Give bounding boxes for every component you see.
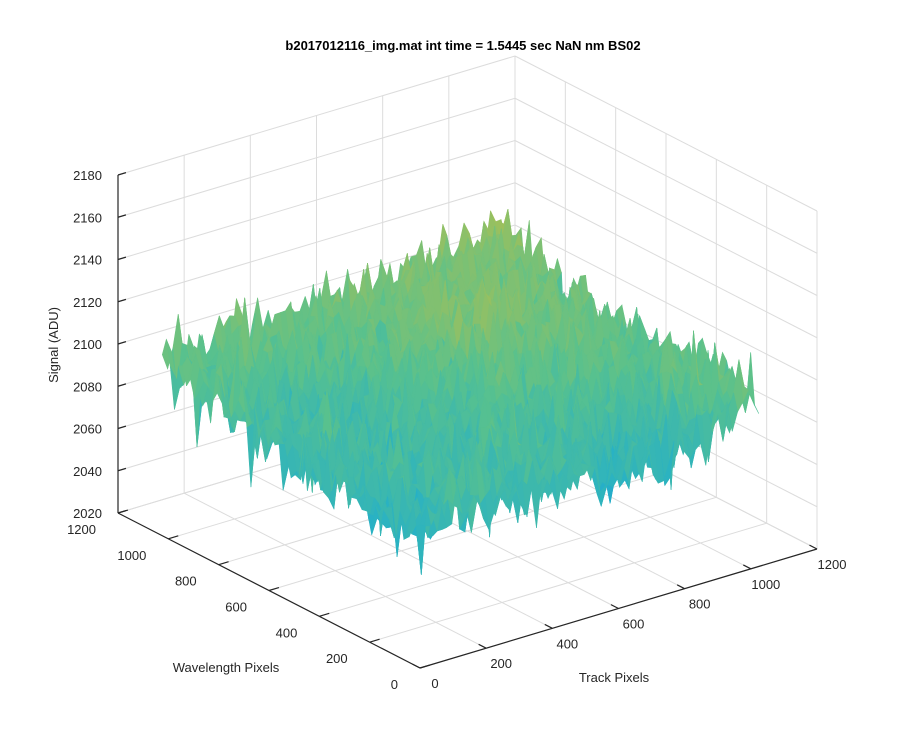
y-tick-mark <box>218 561 229 566</box>
grid-line <box>117 182 516 303</box>
grid-line <box>514 97 818 254</box>
grid-line <box>514 182 818 339</box>
surface-plot <box>161 209 760 575</box>
y-tick-mark <box>168 535 179 540</box>
x-tick-mark <box>610 604 619 610</box>
z-tick-label: 2140 <box>73 253 102 268</box>
x-tick-label: 1000 <box>751 577 780 592</box>
axes: 0 200 400 600 800 1000 1200 0 200 400 600 800 1000 12… <box>67 168 846 692</box>
z-tick-label: 2100 <box>73 337 102 352</box>
z-tick-mark <box>117 341 127 345</box>
y-tick-label: 400 <box>276 625 298 640</box>
x-tick-label: 400 <box>556 636 578 651</box>
z-tick-mark <box>117 214 127 218</box>
y-tick-label: 1000 <box>117 548 146 563</box>
x-tick-mark <box>743 564 752 570</box>
x-axis-label: Track Pixels <box>579 670 650 685</box>
y-tick-label: 1200 <box>67 522 96 537</box>
y-tick-mark <box>369 638 380 643</box>
y-tick-mark <box>319 612 330 617</box>
z-tick-label: 2180 <box>73 168 102 183</box>
surface-cell <box>415 524 426 575</box>
x-tick-label: 800 <box>689 597 711 612</box>
y-tick-label: 600 <box>225 600 247 615</box>
x-tick-label: 200 <box>490 656 512 671</box>
z-tick-label: 2160 <box>73 210 102 225</box>
y-tick-label: 200 <box>326 651 348 666</box>
y-tick-label: 800 <box>175 574 197 589</box>
z-axis-label: Signal (ADU) <box>46 307 61 383</box>
grid-line <box>514 224 818 381</box>
y-axis-label: Wavelength Pixels <box>173 660 280 675</box>
x-tick-mark <box>676 584 685 590</box>
z-tick-mark <box>117 510 127 514</box>
z-tick-mark <box>117 467 127 472</box>
y-tick-mark <box>268 586 280 592</box>
z-tick-mark <box>117 256 127 261</box>
grid-line <box>117 97 516 218</box>
x-tick-label: 0 <box>431 676 438 691</box>
z-tick-label: 2040 <box>73 464 102 479</box>
z-tick-mark <box>117 298 127 303</box>
chart-title: b2017012116_img.mat int time = 1.5445 se… <box>285 38 640 53</box>
grid-line <box>117 140 516 260</box>
x-tick-mark <box>544 623 553 629</box>
y-tick-mark <box>419 664 431 669</box>
grid-line <box>117 55 516 176</box>
grid-line <box>514 140 818 296</box>
x-tick-mark <box>412 663 421 669</box>
grid-line <box>369 522 767 643</box>
x-tick-mark <box>478 643 487 649</box>
y-tick-label: 0 <box>391 677 398 692</box>
x-tick-mark <box>809 544 818 550</box>
grid-line <box>514 55 818 212</box>
z-tick-label: 2020 <box>73 506 102 521</box>
z-tick-label: 2060 <box>73 422 102 437</box>
z-tick-label: 2080 <box>73 379 102 394</box>
z-tick-mark <box>117 383 127 387</box>
z-tick-mark <box>117 425 127 430</box>
x-tick-label: 600 <box>623 617 645 632</box>
z-tick-mark <box>117 172 127 176</box>
x-tick-label: 1200 <box>818 557 847 572</box>
z-tick-label: 2120 <box>73 295 102 310</box>
grid-line <box>319 496 717 617</box>
